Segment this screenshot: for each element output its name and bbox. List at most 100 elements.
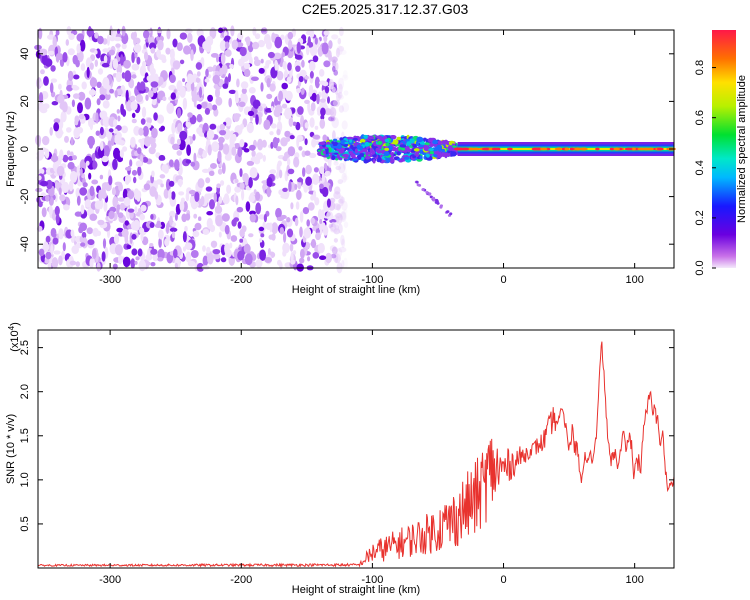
spectrogram-signal-cell <box>362 134 369 139</box>
spectrogram-noise-cell <box>201 101 208 109</box>
spectrogram-noise-cell <box>250 156 259 162</box>
spectrogram-noise-cell <box>335 165 342 171</box>
spectrogram-noise-cell <box>173 248 178 259</box>
spectrogram-noise-cell <box>284 107 292 120</box>
spectrogram-noise-cell <box>161 164 169 173</box>
spectrogram-noise-cell <box>66 84 73 92</box>
spectrogram-noise-cell <box>106 34 110 46</box>
spectrogram-noise-cell <box>309 61 315 71</box>
spectrogram-noise-cell <box>174 159 180 171</box>
spectrogram-x-tick-label: -300 <box>99 274 121 286</box>
spectrogram-noise-cell <box>269 222 273 233</box>
spectrogram-noise-cell <box>121 25 126 37</box>
spectrogram-noise-cell <box>255 259 263 268</box>
spectrogram-signal-cell <box>367 136 375 140</box>
spectrogram-noise-cell <box>49 167 54 174</box>
spectrogram-noise-cell <box>169 74 176 83</box>
spectrogram-noise-cell <box>208 170 215 176</box>
spectrogram-noise-cell <box>170 92 176 100</box>
spectrogram-noise-cell <box>114 128 118 134</box>
spectrogram-noise-cell <box>238 58 245 67</box>
spectrogram-noise-cell <box>140 204 147 212</box>
spectrogram-noise-cell <box>317 209 323 220</box>
spectrogram-noise-cell <box>299 257 305 264</box>
spectrogram-noise-cell <box>62 154 69 163</box>
spectrogram-noise-cell <box>339 26 344 37</box>
spectrogram-noise-cell <box>327 50 332 61</box>
spectrogram-noise-cell <box>230 25 235 37</box>
spectrogram-noise-cell <box>52 36 57 48</box>
spectrogram-noise-cell <box>339 49 347 55</box>
spectrogram-noise-cell <box>116 227 124 233</box>
spectrogram-noise-cell <box>263 119 271 130</box>
spectrogram-signal-cell <box>392 139 399 145</box>
spectrogram-signal-cell <box>429 151 434 155</box>
spectrogram-noise-cell <box>327 158 332 168</box>
spectrogram-noise-cell <box>265 60 270 69</box>
spectrogram-noise-cell <box>134 260 138 265</box>
spectrogram-noise-cell <box>315 228 320 234</box>
spectrogram-noise-cell <box>236 206 244 213</box>
spectrogram-noise-cell <box>38 248 45 257</box>
steady-band-peak <box>609 147 615 151</box>
spectrogram-noise-cell <box>243 148 250 153</box>
spectrogram-signal-cell <box>365 155 371 160</box>
spectrogram-noise-cell <box>260 58 264 64</box>
spectrogram-noise-cell <box>247 110 255 117</box>
spectrogram-signal-cell <box>443 152 448 158</box>
spectrogram-noise-cell <box>317 242 325 254</box>
spectrogram-noise-cell <box>149 186 157 197</box>
spectrogram-noise-cell <box>157 257 164 262</box>
spectrogram-signal-cell <box>346 136 354 140</box>
spectrogram-noise-cell <box>157 39 164 51</box>
spectrogram-noise-cell <box>299 211 304 223</box>
spectrogram-noise-cell <box>307 256 311 262</box>
spectrogram-noise-cell <box>343 160 347 170</box>
snr-x-tick-label: 0 <box>500 574 506 586</box>
spectrogram-noise-cell <box>337 94 344 100</box>
spectrogram-noise-cell <box>82 182 88 188</box>
spectrogram-noise-cell <box>184 225 188 232</box>
spectrogram-noise-cell <box>62 52 68 63</box>
spectrogram-noise-cell <box>53 250 61 255</box>
spectrogram-noise-cell <box>136 191 141 202</box>
spectrogram-noise-cell <box>124 70 132 83</box>
spectrogram-noise-cell <box>340 234 345 246</box>
spectrogram-noise-cell <box>280 193 288 199</box>
spectrogram-noise-cell <box>71 84 78 90</box>
spectrogram-noise-cell <box>271 233 276 241</box>
spectrogram-signal-cell <box>403 156 410 160</box>
colorbar-ticks: 0.0 0.2 0.4 0.6 0.8 <box>694 60 716 276</box>
spectrogram-noise-cell <box>292 121 297 127</box>
spectrogram-noise-cell <box>267 51 275 59</box>
spectrogram-noise-cell <box>266 93 273 100</box>
snr-y-tick-label: 1.5 <box>19 428 31 443</box>
spectrogram-noise-cell <box>185 159 192 164</box>
spectrogram-noise-cell <box>76 33 85 42</box>
spectrogram-noise-cell <box>66 26 72 36</box>
spectrogram-noise-cell <box>94 32 99 39</box>
spectrogram-noise-cell <box>196 28 202 37</box>
spectrogram-noise-cell <box>138 138 143 143</box>
spectrogram-signal-cell <box>399 144 407 148</box>
spectrogram-noise-cell <box>112 158 118 171</box>
spectrogram-branch-cell <box>431 196 436 200</box>
spectrogram-noise-cell <box>96 81 102 89</box>
spectrogram-branch-cell <box>421 188 425 192</box>
spectrogram-noise-cell <box>130 100 138 111</box>
spectrogram-noise-cell <box>194 191 200 202</box>
spectrogram-noise-cell <box>244 69 251 77</box>
spectrogram-noise-cell <box>319 118 326 129</box>
spectrogram-signal-cell <box>383 151 390 157</box>
spectrogram-noise-cell <box>50 65 56 72</box>
spectrogram-noise-cell <box>335 216 340 223</box>
spectrogram-noise-cell <box>94 50 98 55</box>
spectrogram-noise-cell <box>44 258 50 264</box>
spectrogram-noise-cell <box>86 66 90 79</box>
spectrogram-noise-cell <box>257 138 264 151</box>
spectrogram-noise-cell <box>153 112 158 121</box>
spectrogram-noise-cell <box>84 199 92 208</box>
spectrogram-noise-cell <box>329 107 337 118</box>
spectrogram-noise-cell <box>131 169 138 176</box>
spectrogram-noise-cell <box>237 32 244 40</box>
